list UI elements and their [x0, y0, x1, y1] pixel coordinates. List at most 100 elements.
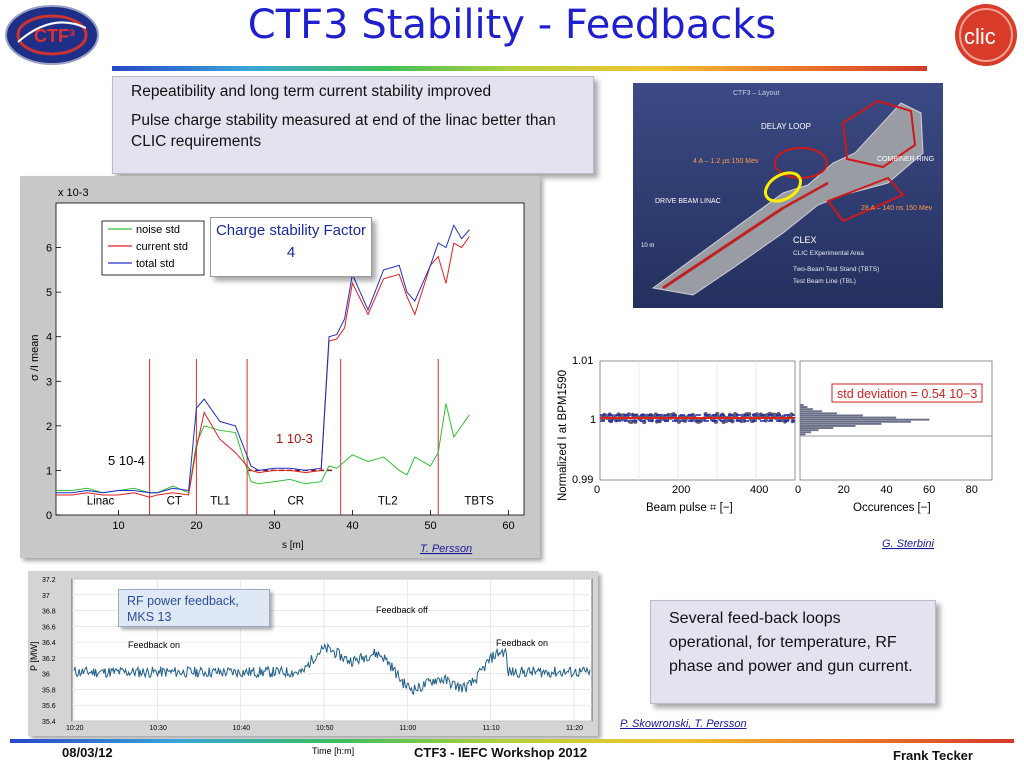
label-4a: 4 A – 1.2 µs 150 Mev: [693, 158, 759, 165]
rf-power-series: [73, 642, 591, 696]
xtick-label: 20: [190, 520, 202, 532]
bpm-xlabel-right: Occurences [−]: [853, 502, 931, 514]
callout-charge-stability: Charge stability Factor 4: [210, 217, 372, 277]
bpm-xtick-right: 60: [923, 484, 935, 496]
note-bottom: Several feed-back loops operational, for…: [650, 600, 936, 704]
section-label: Linac: [87, 496, 115, 508]
ytick-label: 6: [46, 243, 52, 255]
rf-xtick-label: 10:30: [149, 725, 167, 732]
legend-entry: current std: [136, 241, 188, 253]
credit-sterbini[interactable]: G. Sterbini: [882, 538, 935, 550]
histogram-bar: [800, 412, 837, 415]
logo-ctf3: CTF³: [4, 4, 100, 66]
rf-chart: 37.2 37 36.8 36.6 36.4 36.2 36 35.8 35.6 35.4 10:…: [29, 577, 593, 732]
rf-xlabel: Time [h:m]: [312, 746, 355, 756]
ytick-label: 5: [46, 287, 52, 299]
rf-ytick-label: 36.6: [42, 624, 56, 631]
histogram-bar: [800, 414, 863, 417]
bpm-ytick-mid: 1: [590, 414, 596, 426]
note-bottom-text: Several feed-back loops operational, for…: [669, 610, 913, 675]
histogram-bar: [800, 433, 806, 436]
rf-ytick-label: 36.2: [42, 656, 56, 663]
xlabel: s [m]: [282, 540, 304, 551]
legend-entry: noise std: [136, 224, 180, 236]
rf-xtick-label: 11:00: [399, 725, 416, 732]
scale-label: x 10-3: [58, 187, 89, 199]
label-5e-4: 5 10-4: [108, 453, 145, 468]
rf-ytick-label: 35.6: [42, 703, 56, 710]
callout-rf-feedback: RF power feedback, MKS 13: [118, 589, 270, 627]
rf-xtick-label: 11:10: [483, 725, 500, 732]
layout-caption: CTF3 – Layout: [733, 90, 779, 97]
legend-entry: total std: [136, 258, 175, 270]
histogram-bar: [800, 427, 834, 429]
histogram-bar: [800, 408, 813, 411]
credit-skowronski[interactable]: P. Skowronski, T. Persson: [620, 718, 747, 730]
ytick-label: 0: [46, 510, 52, 522]
label-drive-beam-linac: DRIVE BEAM LINAC: [655, 198, 721, 205]
logo-clic-text: clic: [964, 24, 996, 49]
label-feedback-on-left: Feedback on: [128, 640, 180, 650]
footer-date: 08/03/12: [62, 745, 113, 760]
std-deviation-label: std deviation = 0.54 10−3: [837, 387, 977, 401]
footer-author: Frank Tecker: [893, 748, 973, 763]
histogram-bar: [800, 418, 930, 421]
histogram-bar: [800, 406, 808, 408]
credit-persson[interactable]: T. Persson: [420, 543, 472, 555]
logo-clic: clic: [952, 2, 1020, 68]
xtick-label: 50: [424, 520, 436, 532]
bpm-xtick-left: 200: [672, 484, 690, 496]
label-scale: 10 m: [641, 243, 654, 249]
histogram-bar: [800, 420, 911, 423]
rf-xtick-label: 10:40: [233, 725, 251, 732]
label-combiner-ring: COMBINER RING: [877, 156, 934, 163]
bpm-xtick-right: 80: [966, 484, 978, 496]
note-top-line1: Repeatibility and long term current stab…: [131, 83, 492, 100]
bpm-xtick-left: 400: [750, 484, 768, 496]
bpm-chart: std deviation = 0.54 10−3 1.01 1 0.99 No…: [550, 355, 1000, 555]
bpm-xtick-left: 0: [594, 484, 600, 496]
histogram-bar: [800, 422, 882, 425]
xtick-label: 60: [502, 520, 514, 532]
section-label: TL1: [210, 496, 230, 508]
series-line-total-std: [56, 224, 470, 494]
histogram-bar: [800, 429, 819, 432]
histogram-bar: [800, 416, 897, 419]
footer-event: CTF3 - IEFC Workshop 2012: [414, 745, 588, 760]
xtick-label: 10: [112, 520, 124, 532]
bpm-xtick-right: 0: [795, 484, 801, 496]
bpm-xtick-right: 40: [880, 484, 892, 496]
bpm-point: [676, 419, 681, 424]
ylabel: σ /I mean: [29, 334, 41, 381]
label-tbl: Test Beam Line (TBL): [793, 278, 856, 285]
ytick-label: 3: [46, 376, 52, 388]
label-clex: CLEX: [793, 235, 817, 245]
histogram-bar: [800, 404, 804, 406]
section-label: TBTS: [464, 496, 494, 508]
histogram-bar: [800, 431, 812, 434]
histogram-bar: [800, 425, 856, 427]
rf-chart-frame: 37.2 37 36.8 36.6 36.4 36.2 36 35.8 35.6 35.4 10:…: [28, 571, 598, 736]
rf-ytick-label: 36.4: [42, 640, 56, 647]
label-tbts: Two-Beam Test Stand (TBTS): [793, 266, 879, 273]
callout-rf-feedback-text: RF power feedback, MKS 13: [127, 594, 239, 624]
histogram-bar: [800, 410, 823, 413]
rf-ytick-label: 35.4: [42, 719, 56, 726]
rf-ytick-label: 36.8: [42, 609, 56, 616]
label-feedback-off: Feedback off: [376, 605, 428, 615]
rf-xtick-label: 11:20: [566, 725, 583, 732]
rf-ytick-label: 35.8: [42, 687, 56, 694]
stability-chart: x 10-3 0 1 2 3 4 5 6 10 20 30 40 50 60 s [m] σ /I m…: [29, 187, 525, 555]
rf-ylabel: P [MW]: [29, 642, 39, 671]
section-label: CR: [288, 496, 305, 508]
ytick-label: 2: [46, 421, 52, 433]
xtick-label: 30: [268, 520, 280, 532]
bpm-ytick-bot: 0.99: [572, 474, 593, 486]
label-delay-loop: DELAY LOOP: [761, 122, 811, 131]
rf-xtick-label: 10:20: [66, 725, 84, 732]
series-line-current-std: [56, 236, 470, 498]
bpm-point: [629, 419, 634, 424]
section-label: CT: [167, 496, 182, 508]
ctf3-layout-figure: CTF3 – Layout DELAY LOOP COMBINER RING D…: [633, 83, 943, 308]
ytick-label: 4: [46, 332, 52, 344]
